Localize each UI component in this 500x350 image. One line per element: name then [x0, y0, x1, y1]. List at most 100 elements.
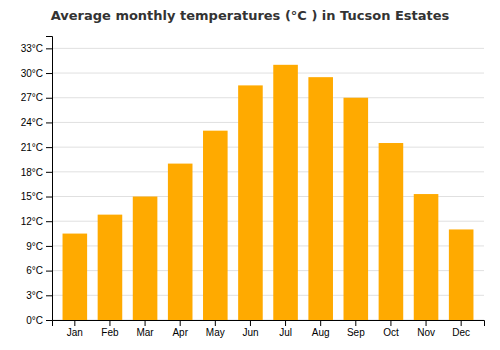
x-tick: Apr	[172, 320, 188, 338]
y-tick: 15°C	[21, 191, 52, 202]
bar	[414, 194, 439, 320]
axis-line	[46, 37, 53, 321]
x-tick-mark	[285, 320, 286, 326]
chart-svg: Average monthly temperatures (°C ) in Tu…	[0, 0, 500, 350]
y-tick-label: 27°C	[21, 92, 43, 103]
y-tick-mark	[46, 197, 52, 198]
x-tick: Jan	[67, 320, 83, 338]
y-tick: 21°C	[21, 142, 52, 153]
y-tick-mark	[46, 73, 52, 74]
x-tick-label: Nov	[417, 327, 435, 338]
y-tick-label: 33°C	[21, 43, 43, 54]
x-tick-label: May	[206, 327, 225, 338]
y-tick: 30°C	[21, 68, 52, 79]
grid-line	[52, 97, 484, 98]
x-tick-mark	[250, 320, 251, 326]
bar	[308, 77, 333, 320]
grid	[52, 48, 484, 320]
x-tick-mark	[320, 320, 321, 326]
title: Average monthly temperatures (°C ) in Tu…	[51, 8, 450, 23]
x-tick-label: Jun	[242, 327, 258, 338]
x-tick-label: Jan	[67, 327, 83, 338]
grid-line	[52, 73, 484, 74]
y-tick-label: 15°C	[21, 191, 43, 202]
plot-area: 0°C 3°C 6°C 9°C 12°C 15°C 18°C 21°C 24°C 27°C 30°C…	[21, 37, 485, 339]
y-tick-label: 12°C	[21, 216, 43, 227]
x-tick: Dec	[452, 320, 470, 338]
y-tick: 6°C	[26, 265, 52, 276]
x-tick: Jun	[242, 320, 258, 338]
y-axis: 0°C 3°C 6°C 9°C 12°C 15°C 18°C 21°C 24°C 27°C 30°C…	[21, 37, 53, 326]
x-tick-label: Mar	[136, 327, 154, 338]
y-tick: 33°C	[21, 43, 52, 54]
y-tick-label: 3°C	[26, 290, 43, 301]
x-tick-label: Sep	[347, 327, 365, 338]
y-tick-label: 21°C	[21, 142, 43, 153]
y-tick-mark	[46, 147, 52, 148]
y-tick-mark	[46, 271, 52, 272]
y-tick-label: 18°C	[21, 167, 43, 178]
x-tick-mark	[145, 320, 146, 326]
bar	[379, 143, 404, 320]
grid-line	[52, 122, 484, 123]
bar	[63, 234, 88, 320]
y-tick-label: 30°C	[21, 68, 43, 79]
x-tick-label: Dec	[452, 327, 470, 338]
x-axis: Jan Feb Mar Apr May Jun Jul Aug Sep Oct Nov Dec	[53, 320, 485, 338]
x-tick-mark	[180, 320, 181, 326]
y-tick-mark	[46, 172, 52, 173]
grid-line	[52, 48, 484, 49]
x-tick: Sep	[347, 320, 365, 338]
bars	[63, 65, 474, 320]
x-tick: Feb	[101, 320, 119, 338]
bar	[273, 65, 298, 320]
x-tick-mark	[215, 320, 216, 326]
grid-line	[52, 171, 484, 172]
x-tick-label: Oct	[383, 327, 399, 338]
x-tick: Aug	[312, 320, 330, 338]
y-tick: 12°C	[21, 216, 52, 227]
bar	[203, 131, 228, 320]
bar	[98, 215, 123, 320]
y-tick-mark	[46, 246, 52, 247]
bar	[344, 98, 369, 320]
chart-container: Average monthly temperatures (°C ) in Tu…	[0, 0, 500, 350]
y-tick-mark	[46, 295, 52, 296]
x-tick: Jul	[279, 320, 292, 338]
y-tick: 3°C	[26, 290, 52, 301]
y-tick: 9°C	[26, 241, 52, 252]
y-tick-label: 6°C	[26, 265, 43, 276]
x-tick-mark	[109, 320, 110, 326]
y-tick: 0°C	[26, 315, 52, 326]
y-tick-mark	[46, 122, 52, 123]
x-tick: Nov	[417, 320, 435, 338]
axis-line	[53, 321, 485, 327]
x-tick-label: Aug	[312, 327, 330, 338]
y-tick-label: 9°C	[26, 241, 43, 252]
y-tick-label: 0°C	[26, 315, 43, 326]
x-tick-label: Apr	[172, 327, 188, 338]
x-tick-mark	[461, 320, 462, 326]
x-tick: Oct	[383, 320, 399, 338]
x-tick-mark	[74, 320, 75, 326]
x-tick: May	[206, 320, 225, 338]
y-tick: 27°C	[21, 92, 52, 103]
bar	[238, 85, 263, 320]
x-tick-label: Feb	[101, 327, 119, 338]
bar	[133, 197, 158, 320]
x-tick-mark	[355, 320, 356, 326]
y-tick-mark	[46, 48, 52, 49]
x-tick-mark	[390, 320, 391, 326]
x-tick-mark	[426, 320, 427, 326]
bar	[449, 229, 474, 320]
grid-line	[52, 147, 484, 148]
x-tick-label: Jul	[279, 327, 292, 338]
y-tick: 18°C	[21, 167, 52, 178]
y-tick-mark	[46, 320, 52, 321]
y-tick: 24°C	[21, 117, 52, 128]
x-tick: Mar	[136, 320, 154, 338]
bar	[168, 164, 193, 320]
y-tick-mark	[46, 98, 52, 99]
y-tick-mark	[46, 221, 52, 222]
y-tick-label: 24°C	[21, 117, 43, 128]
